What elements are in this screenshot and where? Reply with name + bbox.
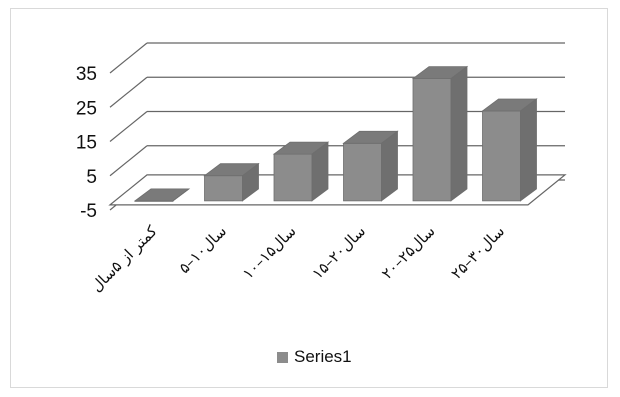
bar <box>481 98 538 202</box>
y-tick-label: 35 <box>76 64 97 85</box>
bar-side <box>450 65 468 202</box>
gridline-depth <box>109 42 148 74</box>
y-tick-label: 15 <box>76 133 97 154</box>
bar-side <box>520 98 537 202</box>
legend: Series1 <box>277 347 352 367</box>
gridline-depth <box>109 76 148 108</box>
bar <box>342 130 399 202</box>
bar-side <box>311 141 329 202</box>
bar <box>133 188 191 202</box>
y-axis-ticks: -5 5 15 25 35 <box>76 64 97 222</box>
bars <box>133 65 538 202</box>
x-axis-labels: کمتر از ۵سال ۵–۱۰سال۱۰–۱۵سال۱۵–۲۰سال۲۰–۲۵… <box>87 222 508 296</box>
x-tick-label: ۵–۱۰سال <box>175 222 230 277</box>
bar-front <box>273 153 313 202</box>
y-tick-label: -5 <box>80 201 97 222</box>
legend-series-label: Series1 <box>294 347 352 366</box>
bar <box>411 65 469 202</box>
x-tick-label: کمتر از ۵سال <box>87 222 161 296</box>
bar-side <box>242 162 259 202</box>
x-tick-label: ۱۰–۱۵سال <box>239 222 300 283</box>
bar-front <box>412 78 452 202</box>
bar <box>272 141 330 202</box>
y-tick-label: 25 <box>76 98 97 119</box>
bar-side <box>172 188 190 202</box>
bar-front <box>482 110 521 202</box>
bar <box>203 162 260 202</box>
x-tick-label: ۲۰–۲۵سال <box>378 222 439 283</box>
x-tick-label: ۱۵–۲۰سال <box>308 222 369 283</box>
gridline-depth <box>109 111 148 142</box>
x-tick-label: ۲۵–۳۰سال <box>447 222 508 283</box>
gridline-depth <box>109 145 148 177</box>
bar-side <box>381 130 398 202</box>
bar-front <box>343 142 382 202</box>
y-tick-label: 5 <box>86 167 97 188</box>
legend-swatch <box>277 351 288 363</box>
bar-front <box>204 175 243 202</box>
